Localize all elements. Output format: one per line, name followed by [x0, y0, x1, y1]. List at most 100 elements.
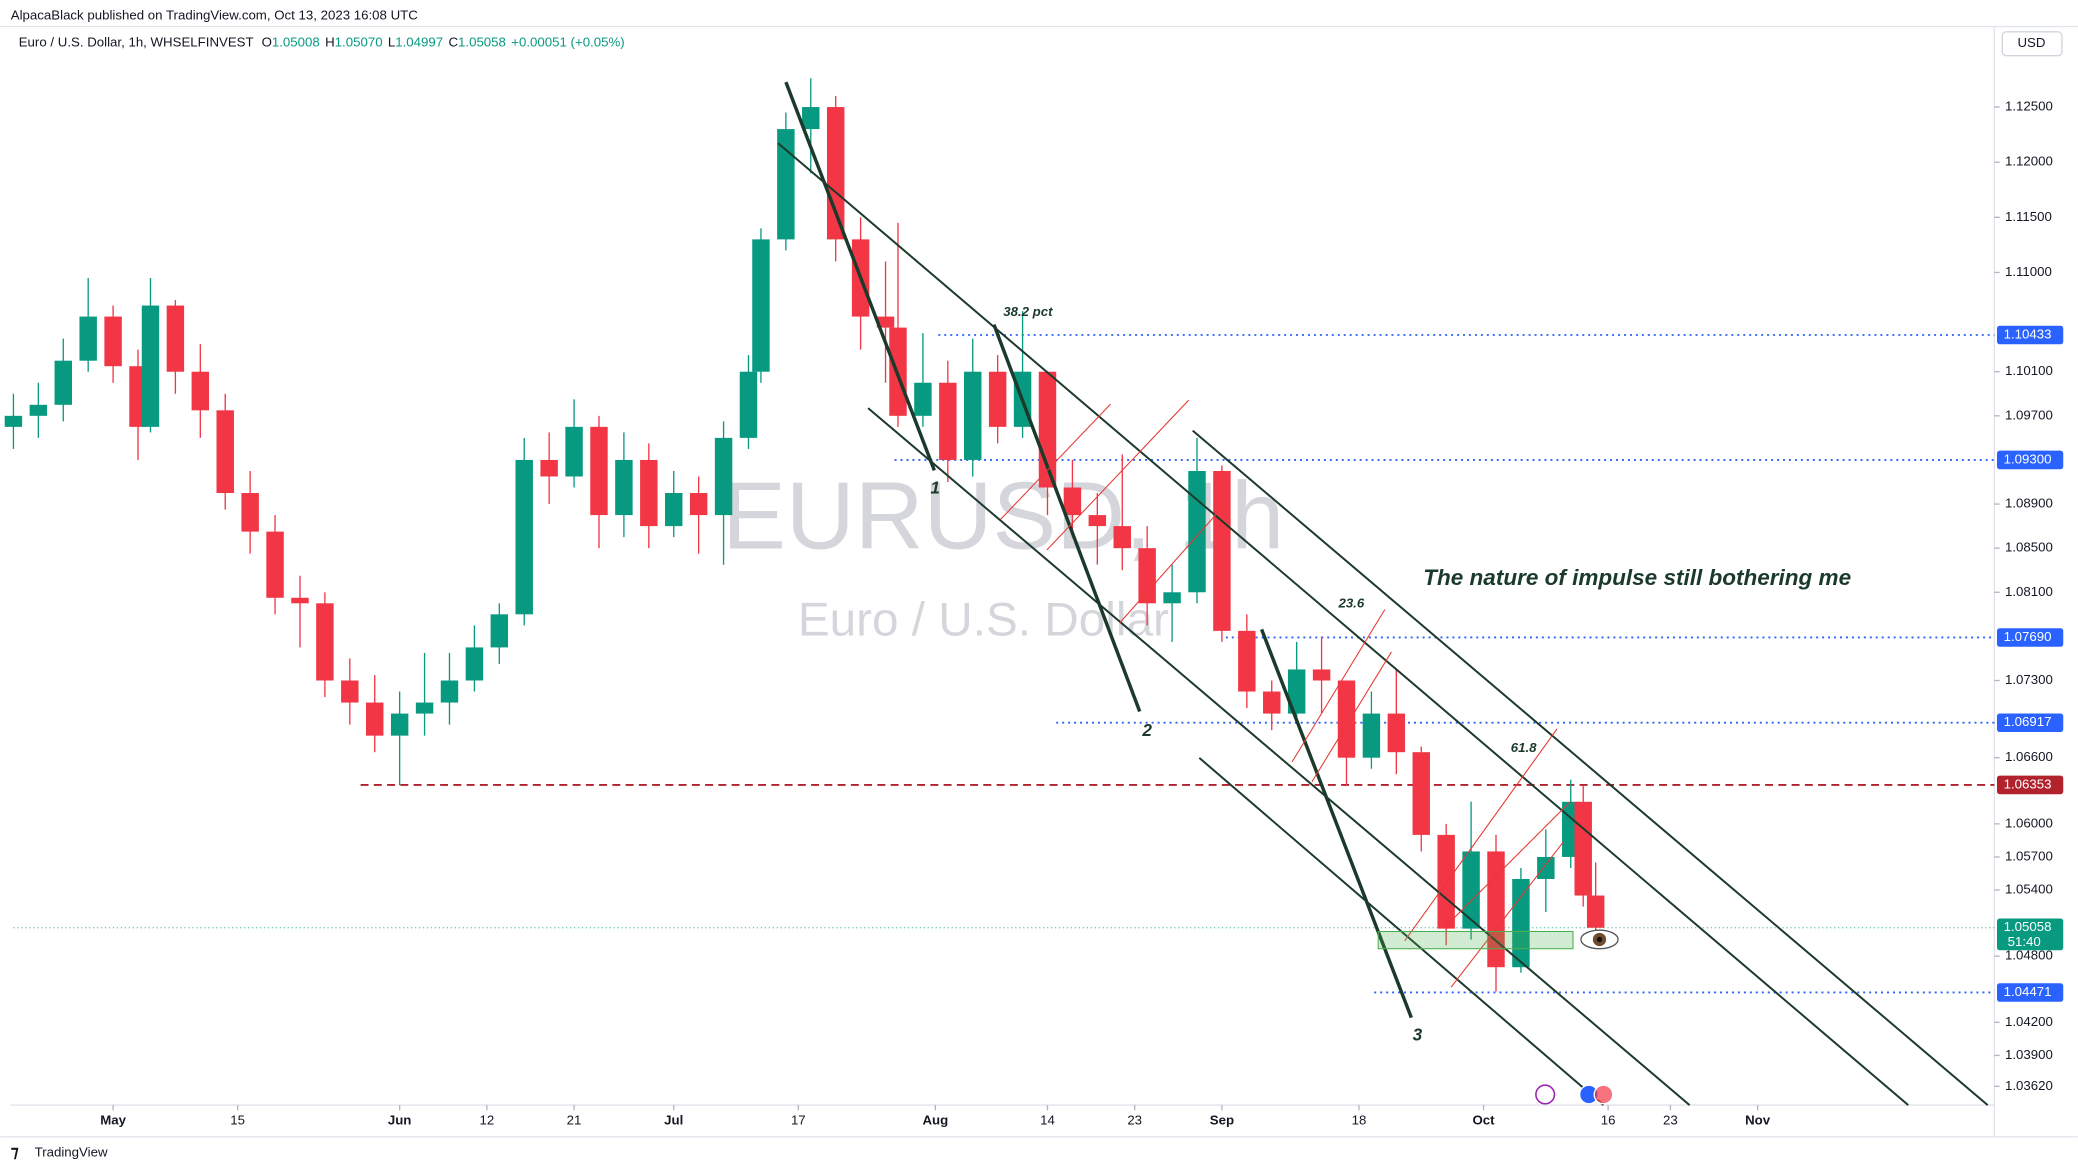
- y-tick-label: 1.11000: [2005, 264, 2052, 279]
- brand: ⁊ TradingView: [11, 1144, 108, 1161]
- candle-body: [1586, 895, 1605, 928]
- candle-body: [241, 493, 259, 532]
- y-tick-label: 1.04800: [2005, 948, 2053, 963]
- y-tick-label: 1.06000: [2005, 815, 2053, 830]
- eye-pupil: [1596, 936, 1603, 943]
- annotation: 23.6: [1337, 596, 1364, 611]
- price-label: 1.06353: [2004, 776, 2052, 791]
- x-tick-label: 16: [1601, 1112, 1616, 1127]
- candle-body: [104, 316, 122, 367]
- event-icon[interactable]: [1535, 1084, 1556, 1105]
- candle-body: [216, 410, 234, 494]
- support-zone: [1377, 930, 1574, 950]
- candle-body: [4, 415, 23, 427]
- candle-body: [341, 680, 359, 703]
- red-line: [1000, 403, 1111, 520]
- price-label-box: [1996, 325, 2064, 345]
- x-tick-label: Jun: [388, 1112, 412, 1127]
- candle-body: [515, 459, 533, 615]
- event-icon[interactable]: [1593, 1084, 1614, 1105]
- candle-body: [964, 371, 982, 460]
- channel-line: [1192, 429, 1989, 1106]
- candle-body: [689, 493, 708, 516]
- y-tick-label: 1.08900: [2005, 496, 2053, 511]
- y-tick-label: 1.03620: [2005, 1078, 2053, 1093]
- candle-body: [714, 437, 733, 516]
- x-tick-label: Nov: [1745, 1112, 1771, 1127]
- candle-body: [266, 531, 284, 598]
- x-tick-label: 17: [791, 1112, 806, 1127]
- x-tick-label: Jul: [664, 1112, 683, 1127]
- x-tick-label: Sep: [1210, 1112, 1234, 1127]
- candle-body: [1337, 680, 1356, 758]
- y-tick-label: 1.09700: [2005, 407, 2053, 422]
- candle-body: [739, 371, 758, 438]
- candle-body: [465, 647, 484, 681]
- candle-body: [665, 493, 683, 527]
- x-tick-label: 14: [1040, 1112, 1055, 1127]
- annotation: 38.2 pct: [1003, 304, 1053, 319]
- y-tick-label: 1.08500: [2005, 540, 2053, 555]
- x-tick-label: 23: [1127, 1112, 1142, 1127]
- y-tick-label: 1.03900: [2005, 1047, 2053, 1062]
- candle-body: [914, 382, 932, 416]
- price-label: 1.06917: [2004, 714, 2052, 729]
- candle-body: [291, 597, 309, 604]
- legend-key: C: [448, 34, 458, 49]
- price-label-box: [1996, 775, 2064, 795]
- candle-body: [615, 459, 633, 516]
- y-tick-label: 1.05400: [2005, 882, 2053, 897]
- candle-body: [1113, 526, 1131, 549]
- candle-body: [54, 360, 72, 405]
- candle-body: [1512, 879, 1530, 968]
- y-tick-label: 1.06600: [2005, 749, 2053, 764]
- candle-body: [1462, 851, 1480, 929]
- candle-body: [415, 702, 434, 714]
- candle-body: [802, 107, 820, 130]
- red-line: [1291, 609, 1386, 763]
- candle-body: [876, 316, 895, 328]
- candle-body: [29, 404, 48, 416]
- legend-value: 1.05008: [272, 34, 320, 49]
- candle-body: [752, 239, 770, 372]
- annotation: 1: [930, 477, 940, 497]
- annotation: 3: [1413, 1025, 1423, 1045]
- legend-change: +0.00051 (+0.05%): [511, 34, 624, 49]
- y-tick-label: 1.11500: [2005, 209, 2052, 224]
- annotation: 2: [1141, 720, 1152, 740]
- legend-symbol: Euro / U.S. Dollar, 1h, WHSELFINVEST: [19, 34, 254, 49]
- candle-body: [1138, 548, 1156, 604]
- candle-body: [1312, 669, 1331, 681]
- legend-value: 1.04997: [395, 34, 443, 49]
- candle-body: [939, 382, 957, 460]
- plot: 1.12500 1.12000 1.11500 1.11000 1.10100 1.097…: [4, 78, 2064, 1127]
- legend-key: H: [325, 34, 335, 49]
- price-label: 1.07690: [2004, 629, 2052, 644]
- currency[interactable]: USD: [2017, 35, 2045, 50]
- x-tick-label: 21: [567, 1112, 582, 1127]
- candle-body: [141, 305, 160, 427]
- candle-body: [1437, 834, 1455, 929]
- candle-body: [79, 316, 97, 361]
- y-tick-label: 1.05700: [2005, 848, 2053, 863]
- red-line: [1119, 503, 1227, 624]
- red-channels: [1000, 399, 1571, 988]
- candle-body: [1213, 470, 1231, 631]
- impulse-line: [784, 81, 936, 472]
- red-line: [1450, 841, 1565, 988]
- candle-body: [590, 426, 608, 516]
- price-label: 1.04471: [2004, 984, 2052, 999]
- currency-box[interactable]: [2001, 31, 2063, 57]
- candle-body: [1487, 851, 1505, 968]
- candle-body: [540, 459, 558, 477]
- channel-line: [867, 407, 1691, 1106]
- price-label: 1.10433: [2004, 326, 2052, 341]
- candle-body: [1574, 801, 1592, 896]
- price-label: 1.09300: [2004, 451, 2052, 466]
- x-tick-label: Oct: [1472, 1112, 1495, 1127]
- red-line: [1311, 651, 1392, 783]
- candle-body: [1412, 752, 1430, 835]
- y-tick-label: 1.12000: [2005, 154, 2053, 169]
- candle-body: [1387, 713, 1406, 753]
